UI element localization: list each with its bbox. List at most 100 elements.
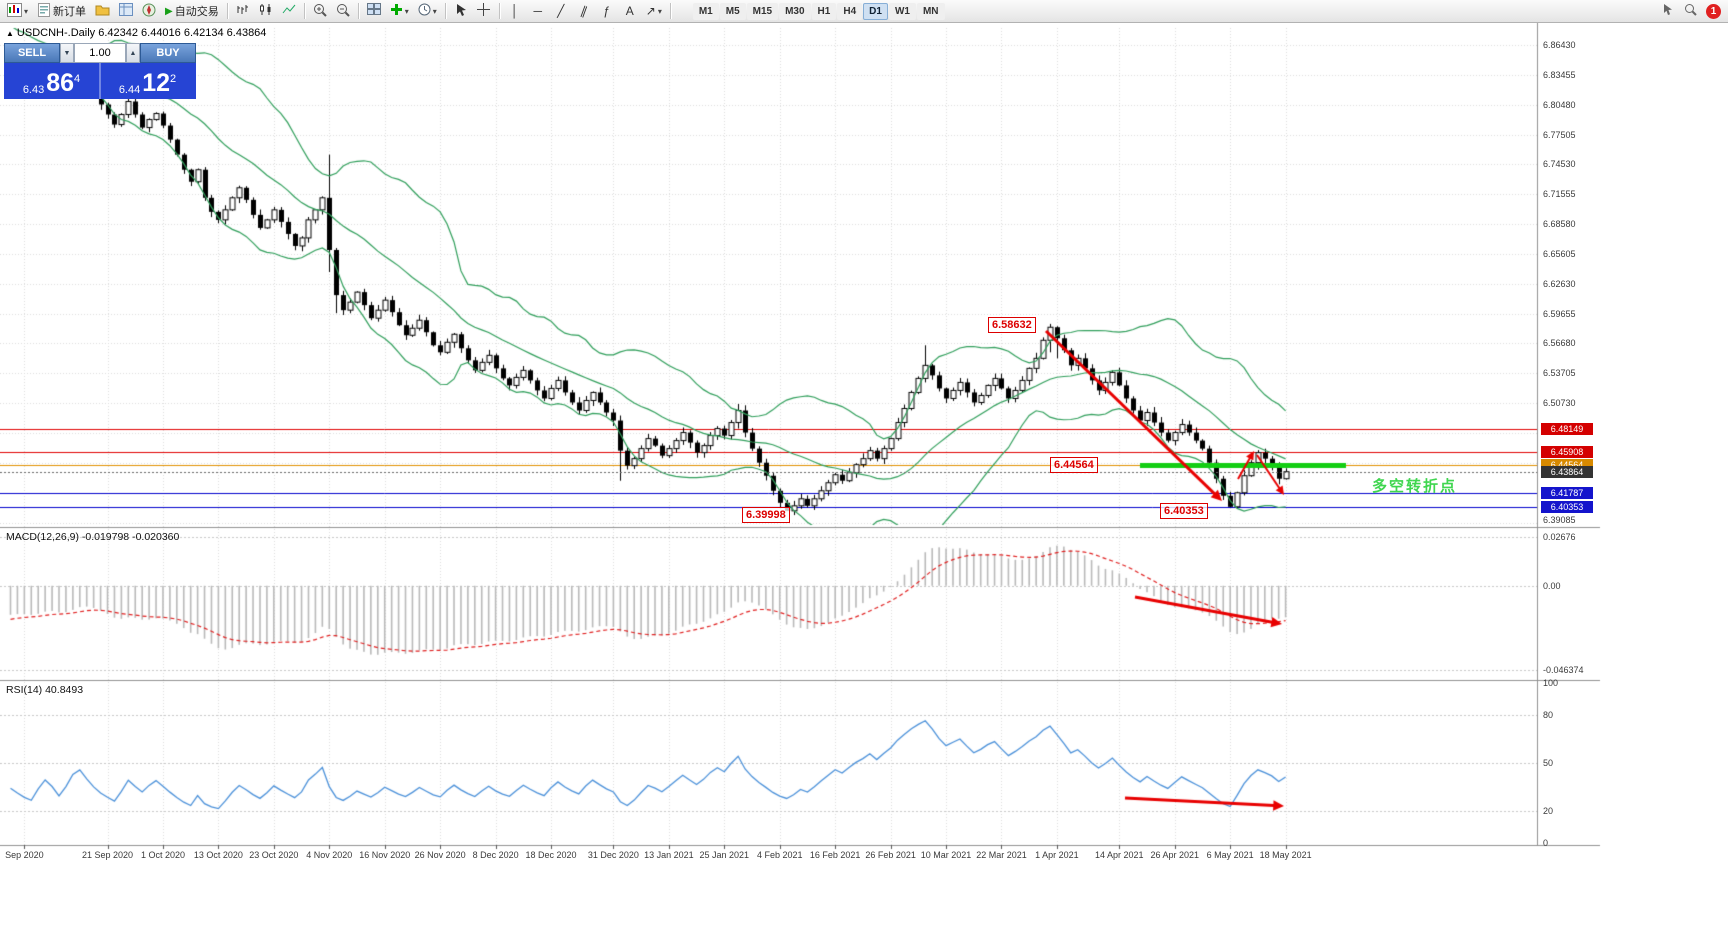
- sell-price-big: 86: [46, 69, 75, 97]
- toolbar-separator: [669, 3, 671, 19]
- volume-up-button[interactable]: ▲: [126, 43, 140, 63]
- toolbar: ▾ 新订单 ▶ 自动交易 ▾ ▾: [0, 0, 1728, 23]
- time-axis-label: 31 Dec 2020: [587, 850, 639, 860]
- volume-input[interactable]: [74, 43, 126, 63]
- pointer-button[interactable]: [1656, 1, 1678, 21]
- price-annotation-box[interactable]: 6.40353: [1160, 503, 1208, 519]
- price-axis-label: 6.77505: [1543, 129, 1576, 140]
- line-chart-button[interactable]: [278, 1, 300, 21]
- buy-price-sup: 2: [170, 73, 177, 85]
- timeframe-button-M15[interactable]: M15: [746, 2, 779, 20]
- rsi-axis-label: 50: [1543, 758, 1554, 768]
- trendline-icon: ╱: [557, 4, 565, 18]
- vertical-line-icon: │: [511, 4, 519, 18]
- autotrading-button[interactable]: ▶ 自动交易: [161, 1, 223, 21]
- macd-axis-label: -0.046374: [1543, 665, 1584, 676]
- time-axis-label: 26 Nov 2020: [414, 850, 466, 860]
- tile-windows-button[interactable]: [363, 1, 385, 21]
- horizontal-line-tool-button[interactable]: ─: [527, 1, 549, 21]
- text-tool-button[interactable]: A: [619, 1, 641, 21]
- timeframe-button-H4[interactable]: H4: [837, 2, 863, 20]
- timeframe-button-M5[interactable]: M5: [719, 2, 746, 20]
- cursor-tool-button[interactable]: [450, 1, 472, 21]
- volume-down-button[interactable]: ▼: [60, 43, 74, 63]
- buy-price-panel[interactable]: 6.44 12 2: [99, 63, 194, 99]
- time-axis-label: 26 Feb 2021: [865, 850, 916, 860]
- bar-chart-icon: [236, 3, 250, 19]
- timeframe-button-W1[interactable]: W1: [888, 2, 916, 20]
- price-annotation-box[interactable]: 6.44564: [1050, 457, 1098, 473]
- time-axis-label: 18 Dec 2020: [525, 850, 577, 860]
- price-axis-label: 6.65605: [1543, 248, 1576, 259]
- time-axis-label: 13 Jan 2021: [644, 850, 694, 860]
- fibonacci-tool-button[interactable]: ƒ: [596, 1, 618, 21]
- price-annotation-box[interactable]: 6.39998: [742, 507, 790, 523]
- line-chart-icon: [282, 3, 296, 19]
- compass-icon: [142, 3, 156, 20]
- bar-chart-button[interactable]: [232, 1, 254, 21]
- chevron-down-icon: ▾: [24, 6, 29, 16]
- time-axis-label: 14 Apr 2021: [1095, 850, 1144, 860]
- sell-price-panel[interactable]: 6.43 86 4: [4, 63, 99, 99]
- buy-price-main: 6.44: [118, 84, 141, 96]
- buy-button[interactable]: BUY: [140, 43, 196, 63]
- symbol-ohlc-title: ▲ USDCNH-.Daily 6.42342 6.44016 6.42134 6…: [6, 27, 266, 39]
- new-chart-button[interactable]: ▾: [3, 1, 32, 21]
- search-button[interactable]: [1679, 1, 1701, 21]
- time-axis-label: 1 Oct 2020: [140, 850, 185, 860]
- toolbar-separator: [303, 3, 305, 19]
- time-axis-label: 16 Nov 2020: [359, 850, 411, 860]
- rsi-indicator-label: RSI(14) 40.8493: [6, 684, 84, 696]
- new-order-icon: [37, 2, 51, 20]
- chevron-down-icon: ▾: [432, 6, 437, 16]
- search-icon: [1684, 3, 1697, 19]
- trendline-tool-button[interactable]: ╱: [550, 1, 572, 21]
- periods-button[interactable]: ▾: [414, 1, 441, 21]
- channel-tool-button[interactable]: ∥: [573, 1, 595, 21]
- timeframe-button-MN[interactable]: MN: [916, 2, 945, 20]
- price-annotation-box[interactable]: 6.58632: [988, 317, 1036, 333]
- profiles-button[interactable]: [91, 1, 114, 21]
- sell-price-main: 6.43: [22, 84, 45, 96]
- horizontal-line-icon: ─: [533, 4, 542, 18]
- time-axis-label: Sep 2020: [5, 850, 44, 860]
- price-badge: 6.41787: [1541, 486, 1593, 499]
- sell-button[interactable]: SELL: [4, 43, 60, 63]
- autotrading-label: 自动交易: [174, 6, 219, 18]
- time-axis-label: 16 Feb 2021: [809, 850, 861, 860]
- vertical-line-tool-button[interactable]: │: [504, 1, 526, 21]
- notification-badge[interactable]: 1: [1706, 3, 1721, 19]
- time-axis-label: 25 Jan 2021: [699, 850, 750, 860]
- indicators-button[interactable]: ▾: [386, 1, 413, 21]
- fibonacci-icon: ƒ: [603, 4, 611, 18]
- trade-controls-row: SELL ▼ ▲ BUY: [4, 43, 196, 63]
- candlestick-button[interactable]: [255, 1, 277, 21]
- timeframe-button-M1[interactable]: M1: [692, 2, 719, 20]
- price-axis-label: 6.53705: [1543, 368, 1576, 379]
- zoom-in-button[interactable]: [309, 1, 331, 21]
- zoom-out-button[interactable]: [332, 1, 354, 21]
- time-axis-label: 18 May 2021: [1259, 850, 1312, 860]
- market-watch-icon: [119, 3, 134, 19]
- time-axis-label: 1 Apr 2021: [1035, 850, 1079, 860]
- navigator-button[interactable]: [138, 1, 160, 21]
- timeframe-button-H1[interactable]: H1: [811, 2, 837, 20]
- macd-indicator-label: MACD(12,26,9) -0.019798 -0.020360: [6, 531, 180, 543]
- new-order-button[interactable]: 新订单: [33, 1, 90, 21]
- arrow-tool-button[interactable]: ↗ ▾: [642, 1, 666, 21]
- symbol-ohlc-text: USDCNH-.Daily 6.42342 6.44016 6.42134 6.…: [16, 27, 267, 39]
- chart-canvas[interactable]: [0, 23, 1728, 943]
- chevron-down-icon: ▾: [657, 6, 662, 16]
- market-watch-button[interactable]: [115, 1, 137, 21]
- price-axis-label: 6.71555: [1543, 189, 1576, 200]
- buy-price-big: 12: [142, 69, 171, 97]
- price-axis-label: 6.80480: [1543, 99, 1576, 110]
- time-axis-label: 23 Oct 2020: [249, 850, 299, 860]
- turning-point-label[interactable]: 多空转折点: [1372, 478, 1458, 495]
- rsi-axis-label: 80: [1543, 710, 1554, 720]
- timeframe-button-M30[interactable]: M30: [779, 2, 811, 20]
- timeframe-button-D1[interactable]: D1: [863, 2, 888, 20]
- zoom-in-icon: [313, 3, 327, 20]
- crosshair-tool-button[interactable]: [473, 1, 495, 21]
